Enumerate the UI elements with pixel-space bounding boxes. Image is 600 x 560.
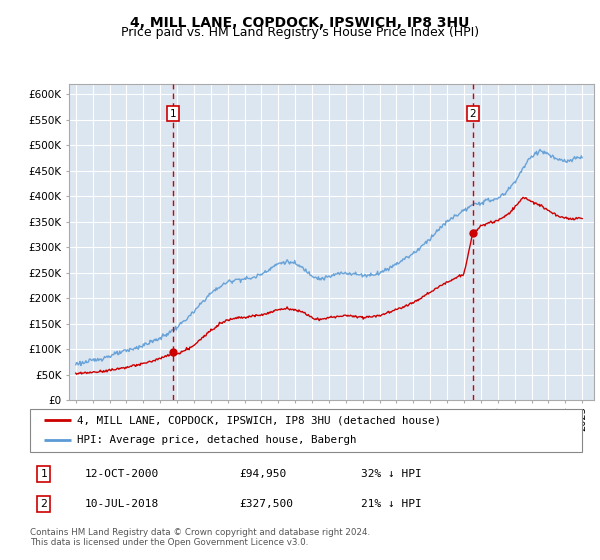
Text: £327,500: £327,500: [240, 499, 294, 509]
Text: 2: 2: [469, 109, 476, 119]
Text: Price paid vs. HM Land Registry's House Price Index (HPI): Price paid vs. HM Land Registry's House …: [121, 26, 479, 39]
Text: HPI: Average price, detached house, Babergh: HPI: Average price, detached house, Babe…: [77, 435, 356, 445]
Text: 1: 1: [40, 469, 47, 479]
Text: £94,950: £94,950: [240, 469, 287, 479]
FancyBboxPatch shape: [30, 409, 582, 452]
Text: Contains HM Land Registry data © Crown copyright and database right 2024.
This d: Contains HM Land Registry data © Crown c…: [30, 528, 370, 547]
Text: 12-OCT-2000: 12-OCT-2000: [85, 469, 160, 479]
Text: 4, MILL LANE, COPDOCK, IPSWICH, IP8 3HU (detached house): 4, MILL LANE, COPDOCK, IPSWICH, IP8 3HU …: [77, 416, 441, 426]
Text: 10-JUL-2018: 10-JUL-2018: [85, 499, 160, 509]
Text: 4, MILL LANE, COPDOCK, IPSWICH, IP8 3HU: 4, MILL LANE, COPDOCK, IPSWICH, IP8 3HU: [130, 16, 470, 30]
Text: 1: 1: [170, 109, 176, 119]
Text: 21% ↓ HPI: 21% ↓ HPI: [361, 499, 422, 509]
Text: 2: 2: [40, 499, 47, 509]
Text: 32% ↓ HPI: 32% ↓ HPI: [361, 469, 422, 479]
